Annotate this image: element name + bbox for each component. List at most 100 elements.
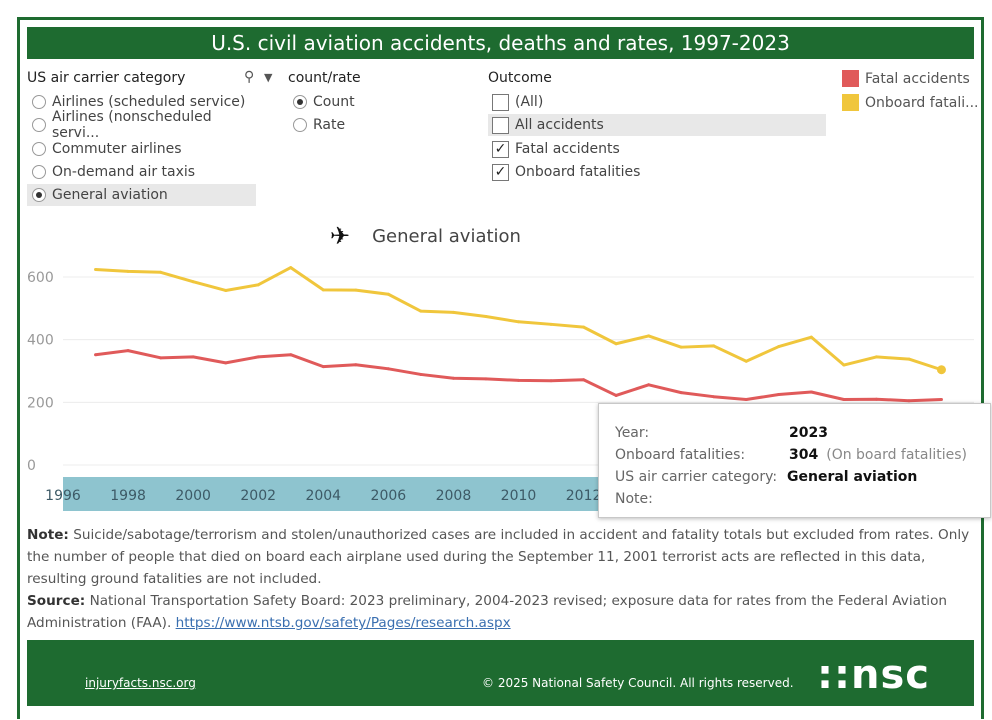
tooltip-fatalities-key: Onboard fatalities: [615, 447, 746, 463]
source-link[interactable]: https://www.ntsb.gov/safety/Pages/resear… [175, 615, 511, 631]
category-option-air-taxis[interactable]: On-demand air taxis [32, 161, 256, 183]
tooltip-fatalities-value: 304 [789, 447, 819, 463]
data-point[interactable] [191, 280, 195, 284]
data-point[interactable] [159, 270, 163, 274]
data-point[interactable] [744, 359, 748, 363]
checkbox-checked-icon[interactable]: ✓ [492, 163, 509, 181]
legend-item-fatal-accidents[interactable]: Fatal accidents [842, 70, 970, 87]
y-tick-label: 0 [27, 458, 36, 474]
data-point[interactable] [289, 266, 293, 270]
data-point[interactable] [582, 378, 586, 382]
data-point[interactable] [874, 355, 878, 359]
data-point[interactable] [809, 390, 813, 394]
checkbox-icon[interactable] [492, 116, 509, 134]
x-tick-label: 1996 [45, 488, 81, 504]
data-point[interactable] [289, 353, 293, 357]
data-point[interactable] [451, 376, 455, 380]
category-option-general-aviation[interactable]: General aviation [27, 184, 256, 206]
series-line-onboard-fatalities[interactable] [95, 266, 942, 372]
x-tick-label: 2010 [501, 488, 537, 504]
outcome-option-onboard-fatalities[interactable]: ✓ Onboard fatalities [492, 161, 640, 183]
footer-copyright: © 2025 National Safety Council. All righ… [482, 676, 794, 690]
data-point[interactable] [126, 269, 130, 273]
x-tick-label: 2008 [436, 488, 472, 504]
data-point[interactable] [517, 320, 520, 324]
search-icon[interactable]: ⚲ [244, 69, 255, 85]
data-point[interactable] [94, 267, 98, 271]
dropdown-arrow-icon[interactable]: ▼ [264, 71, 273, 84]
data-point[interactable] [94, 353, 98, 357]
series-line-fatal-accidents[interactable] [95, 349, 942, 403]
data-point[interactable] [809, 335, 813, 339]
data-point[interactable] [484, 314, 488, 318]
tooltip-year-value: 2023 [789, 425, 828, 441]
data-point[interactable] [354, 288, 358, 292]
data-point[interactable] [939, 398, 943, 402]
checkbox-icon[interactable] [492, 93, 509, 111]
data-point[interactable] [451, 310, 455, 314]
radio-icon[interactable] [32, 118, 46, 132]
note-label: Note: [27, 527, 69, 543]
data-point[interactable] [744, 398, 748, 402]
countrate-option-count[interactable]: Count [293, 91, 355, 113]
radio-icon[interactable] [293, 118, 307, 132]
outcome-option-fatal-accidents[interactable]: ✓ Fatal accidents [492, 138, 620, 160]
data-point[interactable] [419, 309, 423, 313]
dashboard-frame [17, 17, 984, 719]
radio-icon[interactable] [32, 142, 46, 156]
data-point[interactable] [614, 342, 618, 346]
note-text: Suicide/sabotage/terrorism and stolen/un… [27, 527, 970, 587]
data-point[interactable] [484, 377, 488, 381]
data-point[interactable] [907, 357, 911, 361]
data-point[interactable] [842, 398, 846, 402]
footer-site-link[interactable]: injuryfacts.nsc.org [85, 676, 196, 690]
source-text: National Transportation Safety Board: 20… [27, 593, 948, 631]
data-point[interactable] [614, 393, 618, 397]
highlighted-data-point[interactable] [936, 365, 946, 375]
data-point[interactable] [159, 356, 163, 360]
outcome-option-all[interactable]: (All) [492, 91, 543, 113]
data-point[interactable] [712, 344, 716, 348]
x-tick-label: 2004 [305, 488, 341, 504]
y-tick-label: 400 [27, 333, 54, 349]
data-point[interactable] [517, 378, 520, 382]
data-point[interactable] [549, 379, 553, 383]
data-point[interactable] [419, 372, 423, 376]
data-point[interactable] [321, 288, 325, 292]
data-point[interactable] [907, 399, 911, 403]
data-point[interactable] [712, 395, 716, 399]
data-point[interactable] [777, 393, 781, 396]
data-point[interactable] [386, 367, 390, 371]
data-point[interactable] [191, 355, 195, 359]
data-point[interactable] [256, 355, 260, 359]
category-option-commuter[interactable]: Commuter airlines [32, 138, 256, 160]
data-point[interactable] [224, 288, 228, 292]
checkbox-checked-icon[interactable]: ✓ [492, 140, 509, 158]
x-tick-label: 2002 [240, 488, 276, 504]
data-point[interactable] [777, 345, 781, 349]
radio-icon[interactable] [32, 95, 46, 109]
data-point[interactable] [679, 345, 683, 349]
data-point[interactable] [647, 383, 651, 387]
radio-icon[interactable] [32, 165, 46, 179]
data-point[interactable] [549, 322, 553, 326]
data-point[interactable] [874, 397, 878, 401]
data-point[interactable] [321, 365, 325, 369]
data-point[interactable] [679, 391, 683, 395]
legend-item-onboard-fatalities[interactable]: Onboard fatali... [842, 94, 978, 111]
data-point[interactable] [354, 363, 358, 367]
tooltip-note-key: Note: [615, 491, 653, 507]
radio-icon[interactable] [32, 188, 46, 202]
data-point[interactable] [386, 292, 390, 296]
data-point[interactable] [582, 325, 586, 329]
countrate-option-rate[interactable]: Rate [293, 114, 345, 136]
data-point[interactable] [842, 363, 846, 367]
category-option-airlines-nonscheduled[interactable]: Airlines (nonscheduled servi... [32, 109, 256, 141]
category-option-airlines-scheduled[interactable]: Airlines (scheduled service) [32, 91, 256, 113]
data-point[interactable] [126, 349, 130, 353]
data-point[interactable] [224, 361, 228, 365]
outcome-option-all-accidents[interactable]: All accidents [488, 114, 826, 136]
data-point[interactable] [256, 283, 260, 287]
radio-icon[interactable] [293, 95, 307, 109]
data-point[interactable] [647, 334, 651, 338]
